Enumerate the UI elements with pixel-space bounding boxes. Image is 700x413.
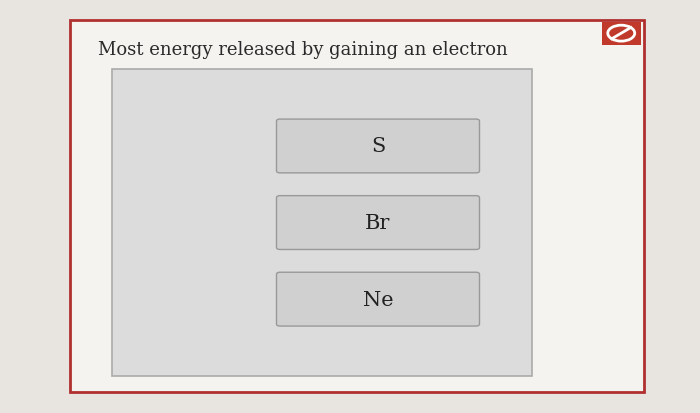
FancyBboxPatch shape [602, 23, 640, 45]
FancyBboxPatch shape [70, 21, 644, 392]
Text: S: S [371, 137, 385, 156]
FancyBboxPatch shape [276, 196, 480, 250]
FancyBboxPatch shape [276, 273, 480, 326]
FancyBboxPatch shape [276, 120, 480, 173]
Text: Br: Br [365, 214, 391, 233]
Text: Most energy released by gaining an electron: Most energy released by gaining an elect… [98, 40, 508, 59]
Text: Ne: Ne [363, 290, 393, 309]
FancyBboxPatch shape [112, 70, 532, 376]
